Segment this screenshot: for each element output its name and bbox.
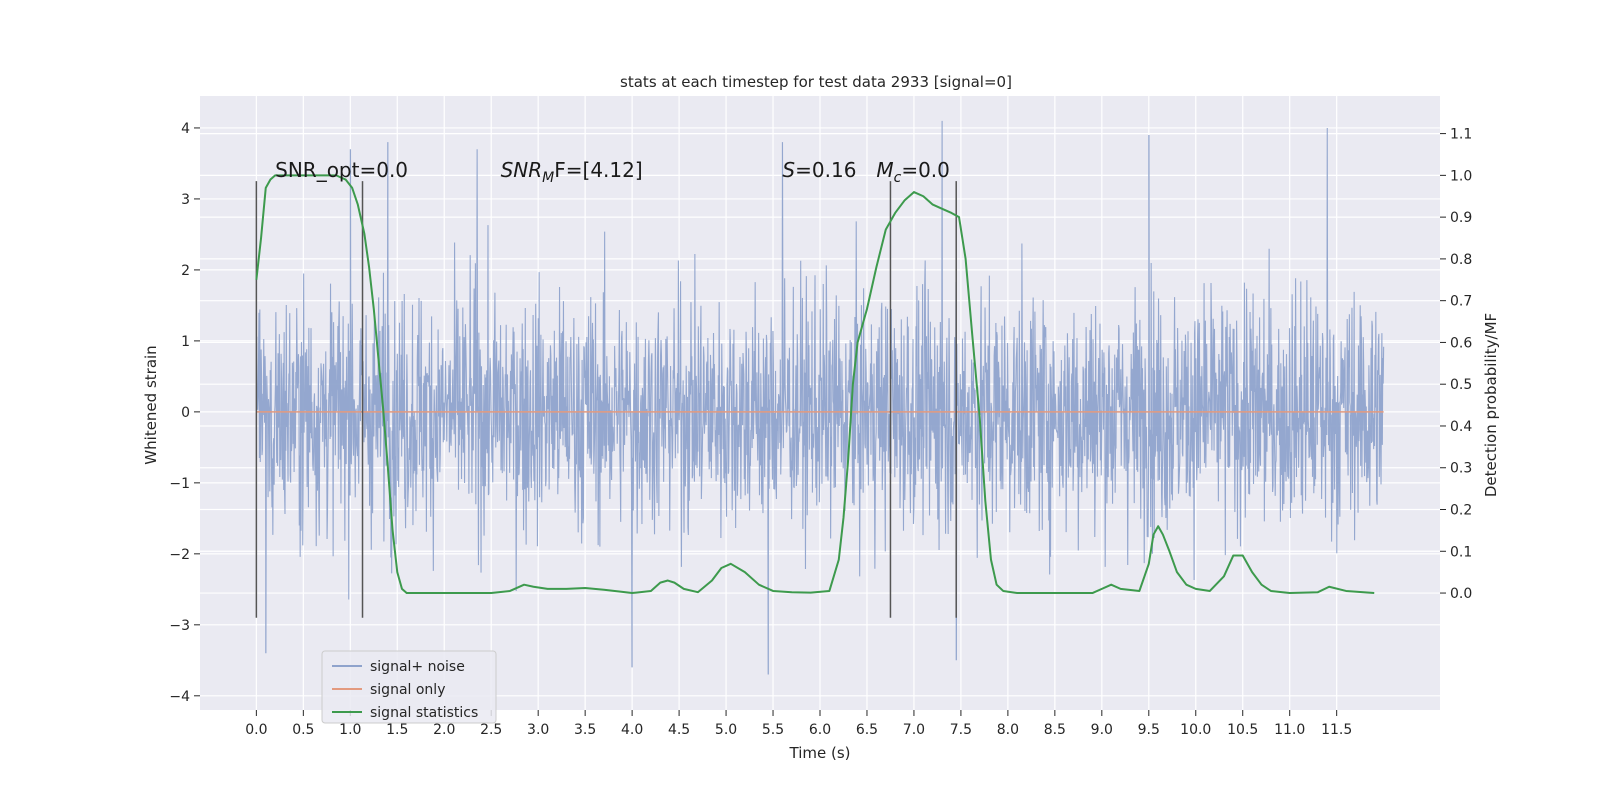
x-tick-label: 6.0 <box>809 722 831 738</box>
x-tick-label: 8.5 <box>1044 722 1066 738</box>
y-right-tick-label: 0.9 <box>1450 210 1472 226</box>
y-right-tick-label: 1.0 <box>1450 168 1472 184</box>
y-right-tick-label: 0.0 <box>1450 586 1472 602</box>
x-tick-label: 2.0 <box>433 722 455 738</box>
x-tick-label: 5.0 <box>715 722 737 738</box>
y-left-axis-ticks: 4 3 2 1 0 −1 −2 −3 −4 <box>169 121 200 705</box>
x-tick-label: 8.0 <box>997 722 1019 738</box>
y-left-tick-label: −2 <box>169 547 190 563</box>
statistics-line <box>255 174 1375 595</box>
x-tick-label: 1.5 <box>386 722 408 738</box>
y-left-tick-label: −4 <box>169 689 190 705</box>
annotation-text: SNRMF=[4.12] <box>501 158 643 186</box>
annotation-value: =0.16 <box>795 158 856 182</box>
legend-label: signal+ noise <box>370 659 465 675</box>
annotation-base: S <box>782 158 795 182</box>
x-tick-label: 9.5 <box>1138 722 1160 738</box>
x-tick-label: 10.5 <box>1227 722 1258 738</box>
y-right-axis-label: Detection probability/MF <box>1482 313 1500 497</box>
annotation-text: Mc=0.0 <box>876 158 950 186</box>
legend-label: signal statistics <box>370 705 478 721</box>
series-signal-noise <box>255 120 1385 675</box>
annotation-base: SNR <box>501 158 543 182</box>
annotation-value: =0.0 <box>901 158 950 182</box>
y-left-tick-label: 1 <box>181 334 190 350</box>
x-tick-label: 9.0 <box>1091 722 1113 738</box>
annotation-base: M <box>876 158 893 182</box>
x-tick-label: 7.0 <box>903 722 925 738</box>
annotation-value: F=[4.12] <box>554 158 642 182</box>
series-signal-statistics <box>255 174 1375 595</box>
y-right-tick-label: 0.2 <box>1450 503 1472 519</box>
annotation-text: SNR_opt=0.0 <box>275 158 408 182</box>
noise-line <box>255 120 1385 675</box>
y-left-tick-label: 3 <box>181 192 190 208</box>
x-tick-label: 0.0 <box>245 722 267 738</box>
y-right-tick-label: 0.5 <box>1450 377 1472 393</box>
legend-label: signal only <box>370 682 445 698</box>
x-tick-label: 0.5 <box>292 722 314 738</box>
y-right-tick-label: 0.6 <box>1450 335 1472 351</box>
annotations: SNR_opt=0.0 SNRMF=[4.12] S=0.16 Mc=0.0 <box>275 158 950 186</box>
y-left-tick-label: 2 <box>181 263 190 279</box>
x-tick-label: 3.0 <box>527 722 549 738</box>
annotation-subscript: M <box>542 170 554 186</box>
x-tick-label: 2.5 <box>480 722 502 738</box>
legend: signal+ noise signal only signal statistic… <box>321 650 497 724</box>
y-left-axis-label: Whitened strain <box>142 345 160 464</box>
y-left-tick-label: 4 <box>181 121 190 137</box>
y-right-tick-label: 0.1 <box>1450 544 1472 560</box>
x-tick-label: 7.5 <box>950 722 972 738</box>
y-left-tick-label: −1 <box>169 476 190 492</box>
x-tick-label: 5.5 <box>762 722 784 738</box>
x-tick-label: 1.0 <box>339 722 361 738</box>
y-left-tick-label: 0 <box>181 405 190 421</box>
x-tick-label: 6.5 <box>856 722 878 738</box>
x-tick-label: 4.0 <box>621 722 643 738</box>
x-tick-label: 11.5 <box>1321 722 1352 738</box>
chart-title: stats at each timestep for test data 293… <box>620 73 1012 91</box>
x-tick-label: 4.5 <box>668 722 690 738</box>
y-right-tick-label: 1.1 <box>1450 127 1472 143</box>
legend-box <box>321 650 497 724</box>
x-axis-ticks: 0.0 0.5 1.0 1.5 2.0 2.5 3.0 3.5 4.0 4.5 5.0 5.5 6.0 6… <box>245 710 1352 738</box>
x-tick-label: 11.0 <box>1274 722 1305 738</box>
y-right-tick-label: 0.4 <box>1450 419 1472 435</box>
y-right-tick-label: 0.8 <box>1450 252 1472 268</box>
y-right-axis-ticks: 1.1 1.0 0.9 0.8 0.7 0.6 0.5 0.4 0.3 0.2 0.1 0.0 <box>1440 127 1472 602</box>
vertical-markers <box>255 181 957 618</box>
x-tick-label: 3.5 <box>574 722 596 738</box>
annotation-text: S=0.16 <box>782 158 856 182</box>
y-left-tick-label: −3 <box>169 618 190 634</box>
annotation-subscript: c <box>894 170 902 186</box>
x-axis-label: Time (s) <box>789 744 851 762</box>
y-right-tick-label: 0.7 <box>1450 294 1472 310</box>
x-tick-label: 10.0 <box>1180 722 1211 738</box>
y-right-tick-label: 0.3 <box>1450 461 1472 477</box>
